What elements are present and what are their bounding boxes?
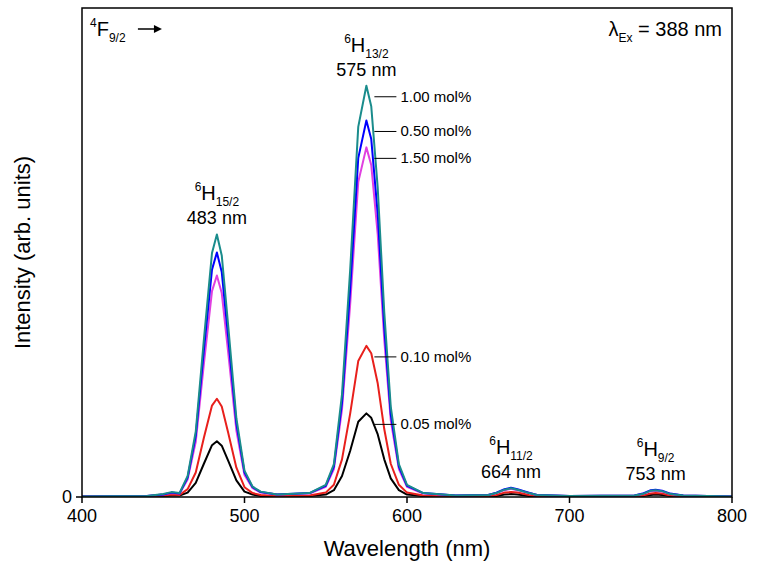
leader-line: [374, 96, 396, 97]
excitation-part: Ex: [618, 31, 632, 45]
series-line: [82, 147, 732, 496]
series-line: [82, 120, 732, 496]
x-tick: [731, 497, 733, 503]
leader-line: [374, 424, 396, 425]
x-tick-label: 700: [554, 506, 584, 526]
excitation-part: = 388 nm: [632, 18, 722, 40]
leader-line: [374, 158, 396, 159]
x-tick: [406, 497, 408, 503]
x-tick-label: 600: [392, 506, 422, 526]
peak-term: 6H11/2: [489, 434, 533, 463]
series-label: 0.10 mol%: [400, 348, 471, 365]
peak-label: 575 nm: [336, 60, 396, 80]
series-group: [82, 86, 732, 497]
peak-term-part: H: [496, 436, 510, 458]
arrow-line: [138, 28, 156, 30]
transition-from: 4F9/2: [90, 16, 126, 45]
x-tick-label: 400: [67, 506, 97, 526]
arrow-head: [154, 25, 162, 33]
x-axis-title: Wavelength (nm): [324, 536, 491, 561]
transition-from-part: F: [97, 18, 109, 40]
series-label: 1.50 mol%: [400, 149, 471, 166]
peak-term-part: 11/2: [510, 449, 533, 463]
series-label: 1.00 mol%: [400, 88, 471, 105]
series-label: 0.05 mol%: [400, 415, 471, 432]
peak-label: 664 nm: [481, 462, 541, 482]
x-tick-label: 800: [717, 506, 747, 526]
x-tick-label: 500: [229, 506, 259, 526]
peak-term-part: 13/2: [365, 47, 389, 61]
excitation-part: λ: [608, 18, 618, 40]
leader-line: [374, 356, 396, 357]
peak-label: 483 nm: [187, 208, 247, 228]
peak-term-part: H: [351, 34, 365, 56]
plot-frame: [82, 8, 732, 497]
peak-term-part: H: [201, 182, 215, 204]
series-line: [82, 86, 732, 497]
excitation: λEx = 388 nm: [608, 18, 722, 45]
peak-term: 6H15/2: [195, 180, 240, 209]
peak-term-part: 15/2: [216, 195, 240, 209]
x-tick: [569, 497, 571, 503]
y-tick-label: 0: [62, 487, 72, 507]
series-line: [82, 346, 732, 497]
peak-term: 6H13/2: [344, 32, 389, 61]
series-label: 0.50 mol%: [400, 122, 471, 139]
peak-term-part: H: [643, 438, 657, 460]
peak-label: 753 nm: [626, 464, 686, 484]
x-tick: [244, 497, 246, 503]
leader-line: [374, 131, 396, 132]
peak-term: 6H9/2: [637, 436, 675, 465]
y-axis-title: Intensity (arb. units): [10, 156, 35, 349]
x-tick: [81, 497, 83, 503]
chart: 400 500 600 700 800 0 Wavelength (nm) Intensity…: [0, 0, 757, 571]
transition-from-part: 9/2: [109, 31, 126, 45]
y-tick: [76, 496, 82, 498]
background: [0, 0, 757, 571]
peak-term-part: 9/2: [658, 451, 675, 465]
